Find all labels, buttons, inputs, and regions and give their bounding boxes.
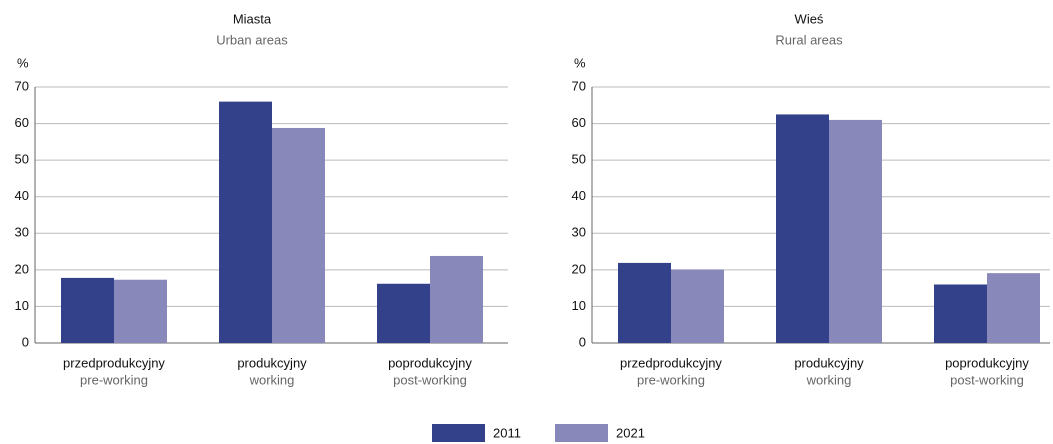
y-tick-label: 0 xyxy=(579,334,586,349)
y-tick-label: 50 xyxy=(15,152,29,167)
bar xyxy=(671,269,724,343)
bar xyxy=(61,277,114,343)
bar xyxy=(430,255,483,343)
bar xyxy=(934,284,987,343)
y-axis-label: % xyxy=(574,55,586,70)
chart-title: Miasta xyxy=(233,11,272,26)
x-tick-sublabel: post-working xyxy=(950,372,1024,387)
chart-subtitle: Urban areas xyxy=(216,32,288,47)
y-tick-label: 40 xyxy=(15,188,29,203)
y-tick-label: 60 xyxy=(572,115,586,130)
x-tick-sublabel: pre-working xyxy=(637,372,705,387)
y-tick-label: 20 xyxy=(572,261,586,276)
x-tick-label: produkcyjny xyxy=(237,355,307,370)
bar xyxy=(776,114,829,343)
y-tick-label: 10 xyxy=(15,298,29,313)
y-tick-label: 70 xyxy=(15,78,29,93)
y-tick-label: 60 xyxy=(15,115,29,130)
bar xyxy=(114,279,167,343)
bar xyxy=(219,101,272,343)
bar xyxy=(829,119,882,344)
y-tick-label: 30 xyxy=(15,225,29,240)
y-tick-label: 0 xyxy=(22,334,29,349)
y-tick-label: 10 xyxy=(572,298,586,313)
bar xyxy=(618,262,671,343)
y-tick-label: 20 xyxy=(15,261,29,276)
y-tick-label: 50 xyxy=(572,152,586,167)
x-tick-label: produkcyjny xyxy=(794,355,864,370)
x-tick-label: poprodukcyjny xyxy=(388,355,472,370)
legend-swatch xyxy=(432,424,485,442)
x-tick-sublabel: post-working xyxy=(393,372,467,387)
legend-label: 2021 xyxy=(616,425,645,440)
legend-swatch xyxy=(555,424,608,442)
chart-title: Wieś xyxy=(795,11,824,26)
y-tick-label: 30 xyxy=(572,225,586,240)
legend-label: 2011 xyxy=(493,425,521,440)
x-tick-label: przedprodukcyjny xyxy=(63,355,165,370)
y-axis-label: % xyxy=(17,55,29,70)
bar xyxy=(377,283,430,343)
x-tick-sublabel: pre-working xyxy=(80,372,148,387)
bar xyxy=(987,273,1040,343)
x-tick-label: poprodukcyjny xyxy=(945,355,1029,370)
y-tick-label: 70 xyxy=(572,78,586,93)
bar xyxy=(272,127,325,344)
x-tick-sublabel: working xyxy=(806,372,852,387)
chart-subtitle: Rural areas xyxy=(775,32,843,47)
x-tick-label: przedprodukcyjny xyxy=(620,355,722,370)
x-tick-sublabel: working xyxy=(249,372,295,387)
y-tick-label: 40 xyxy=(572,188,586,203)
